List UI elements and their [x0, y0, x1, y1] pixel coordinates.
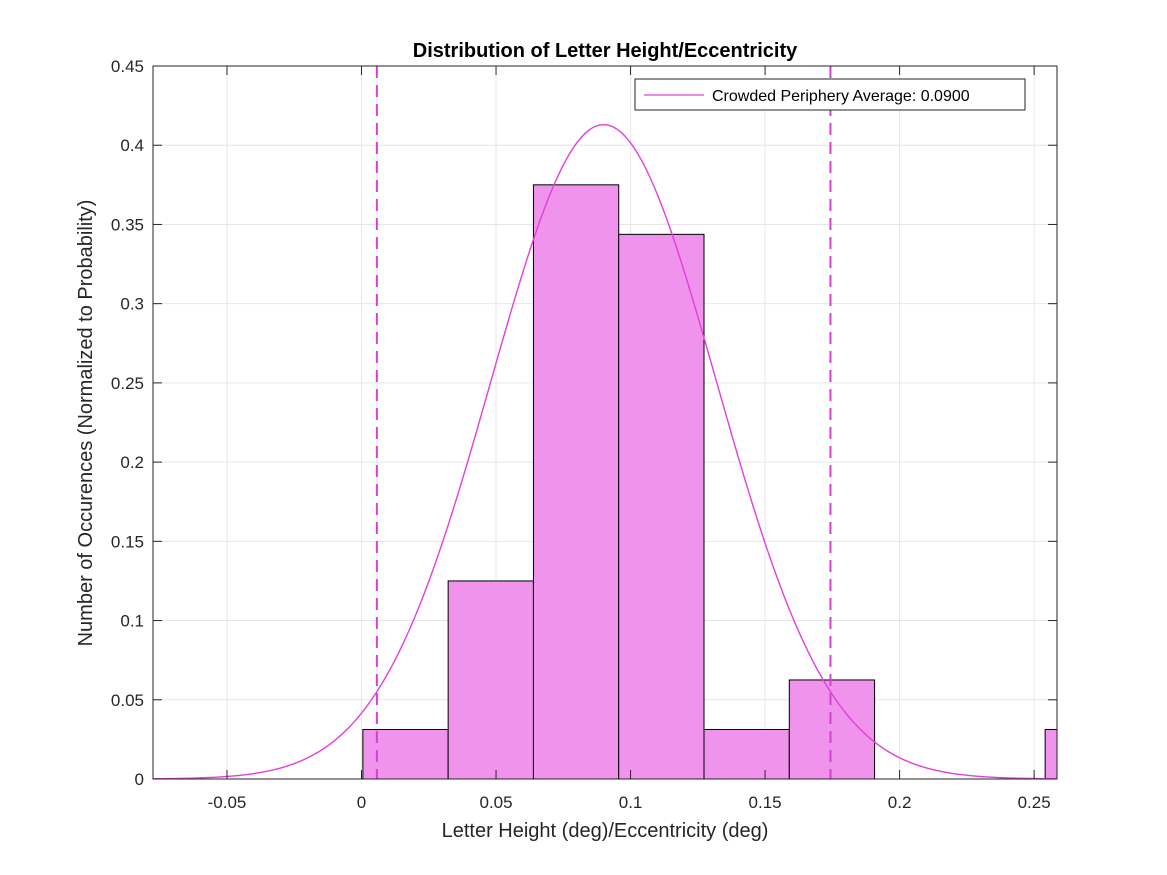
- normal-fit-curve: [152, 123, 1058, 780]
- y-axis-label: Number of Occurences (Normalized to Prob…: [75, 200, 97, 647]
- y-tick-label: 0.2: [120, 453, 144, 472]
- x-tick-label: 0.15: [749, 793, 782, 812]
- x-tick-labels: -0.05 0 0.05 0.1 0.15 0.2 0.25: [208, 793, 1051, 812]
- fit-curve-layer: [152, 123, 1058, 780]
- y-tick-label: 0.45: [111, 57, 144, 76]
- legend-entry-label: Crowded Periphery Average: 0.0900: [712, 88, 970, 105]
- x-axis-label: Letter Height (deg)/Eccentricity (deg): [442, 820, 769, 842]
- axis-ticks: [153, 65, 1057, 780]
- y-tick-label: 0.1: [120, 612, 144, 631]
- histogram-bar: [362, 728, 449, 779]
- y-tick-label: 0.3: [120, 295, 144, 314]
- x-tick-label: -0.05: [208, 793, 247, 812]
- y-tick-label: 0.25: [111, 374, 144, 393]
- histogram-bars: [362, 184, 1057, 779]
- y-tick-label: 0.4: [120, 136, 144, 155]
- y-tick-label: 0.35: [111, 215, 144, 234]
- y-tick-label: 0: [135, 770, 144, 789]
- histogram-bar: [618, 233, 705, 779]
- plot-frame: [152, 65, 1058, 780]
- y-tick-labels: 0 0.05 0.1 0.15 0.2 0.25 0.3 0.35 0.4 0.45: [111, 57, 144, 789]
- y-tick-label: 0.05: [111, 691, 144, 710]
- histogram-bar: [447, 580, 534, 779]
- legend: Crowded Periphery Average: 0.0900: [634, 78, 1026, 111]
- histogram-bar: [1044, 728, 1057, 779]
- x-tick-label: 0.05: [479, 793, 512, 812]
- y-tick-label: 0.15: [111, 532, 144, 551]
- reference-lines: [375, 66, 832, 779]
- histogram-bar: [532, 184, 620, 779]
- x-tick-label: 0.25: [1018, 793, 1051, 812]
- chart-title: Distribution of Letter Height/Eccentrici…: [413, 40, 798, 62]
- x-tick-label: 0.2: [888, 793, 912, 812]
- x-tick-label: 0.1: [619, 793, 643, 812]
- x-tick-label: 0: [357, 793, 366, 812]
- histogram-bar: [703, 728, 790, 779]
